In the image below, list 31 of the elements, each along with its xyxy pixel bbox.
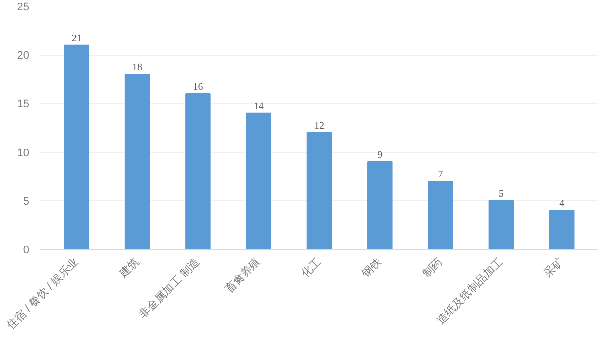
bar [64,44,90,250]
bar [488,200,514,250]
data-label: 12 [314,120,324,132]
data-label: 14 [254,101,264,112]
bar [428,180,454,250]
y-tick-label: 5 [23,196,30,208]
bar [246,112,272,250]
x-tick-label: 化工 [300,256,324,280]
y-tick-label: 0 [23,244,30,256]
data-label: 9 [378,150,383,162]
x-tick-label: 钢铁 [360,256,384,282]
data-label: 16 [193,82,204,93]
x-tick-label: 建筑 [116,256,142,282]
bar [306,132,332,250]
data-label: 4 [560,198,565,210]
data-label: 5 [498,188,504,200]
x-tick-label: 制药 [420,256,446,280]
data-label: 7 [438,169,444,180]
bar [368,162,393,250]
data-label: 18 [132,62,143,74]
y-tick-label: 20 [17,50,30,62]
bar [549,210,575,250]
x-tick-label: 采矿 [542,256,566,280]
y-tick-label: 15 [17,98,30,111]
bar [186,93,211,250]
x-tick-label: 住宿 / 餐饮 / 娱乐业 [4,256,82,332]
bar [124,74,150,250]
x-tick-label: 畜禽养殖 [222,256,264,296]
y-tick-label: 25 [17,2,30,14]
data-label: 21 [72,33,82,44]
y-tick-label: 10 [17,147,30,160]
